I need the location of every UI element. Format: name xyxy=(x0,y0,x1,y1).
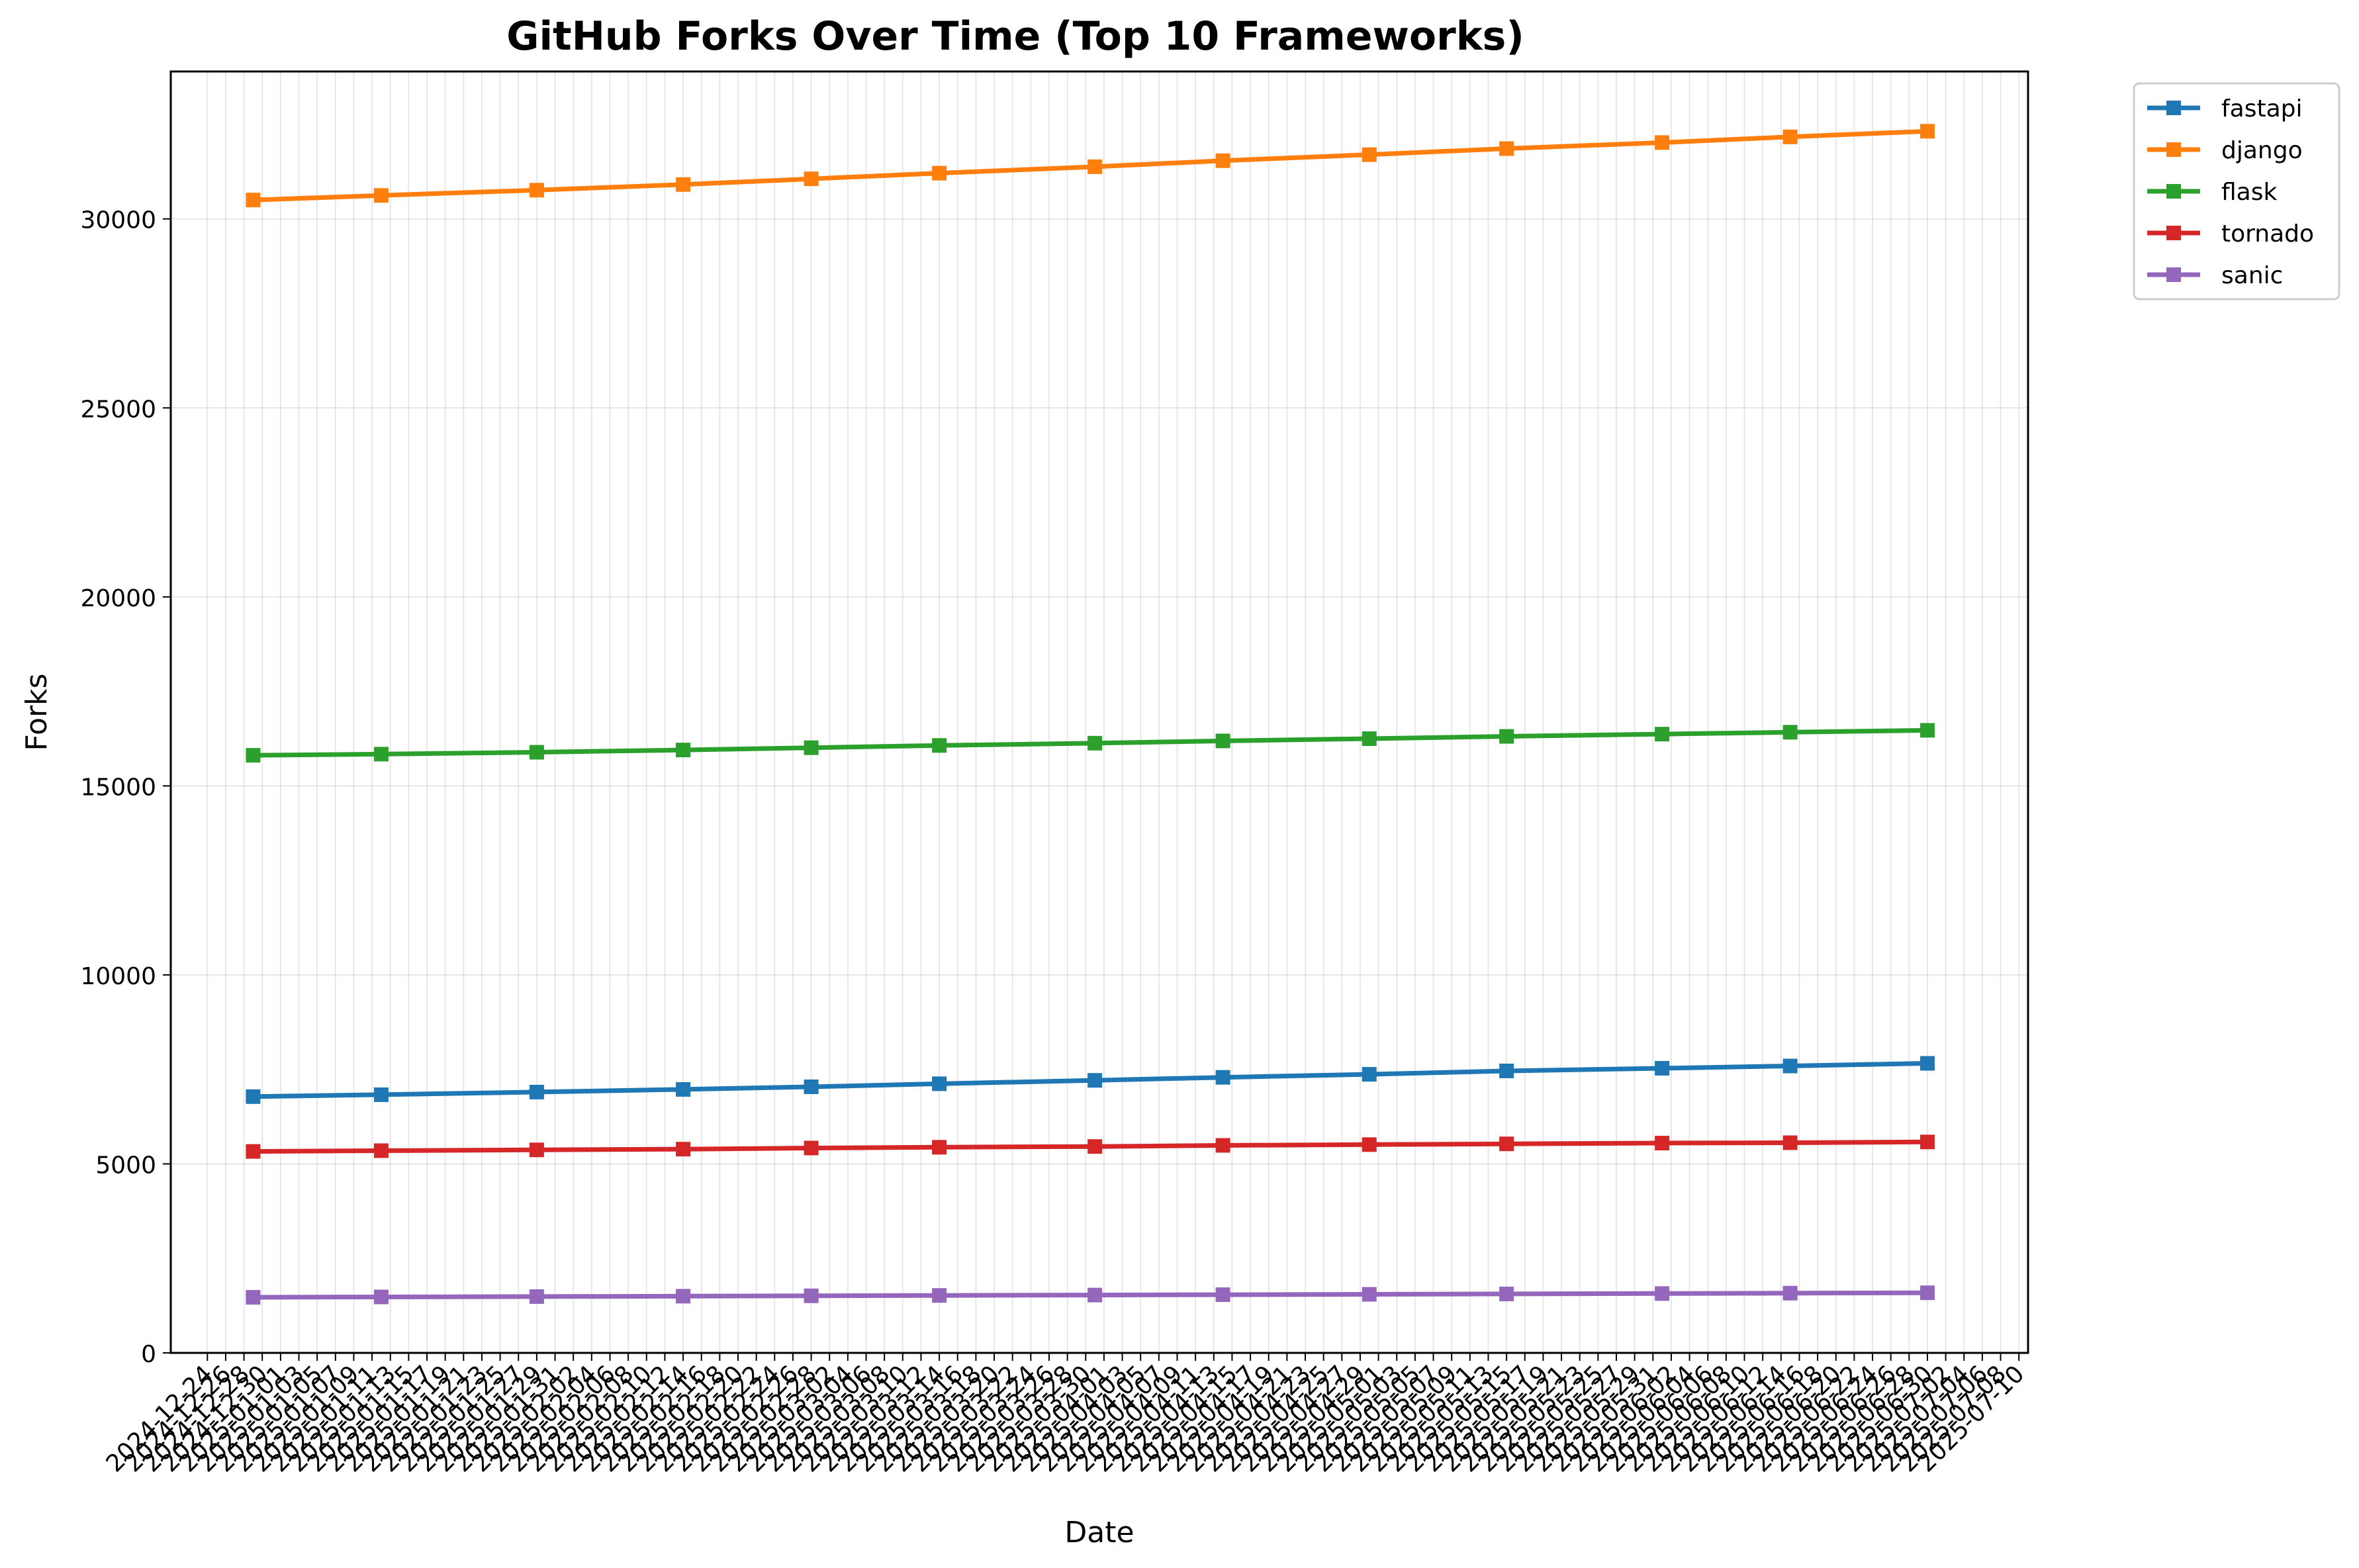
data-point-sanic xyxy=(1087,1287,1103,1303)
data-point-django xyxy=(804,171,819,187)
data-point-sanic xyxy=(246,1290,261,1305)
data-point-sanic xyxy=(1655,1286,1670,1301)
data-point-fastapi xyxy=(1655,1060,1670,1076)
data-point-fastapi xyxy=(1087,1073,1103,1088)
data-point-tornado xyxy=(529,1142,544,1158)
legend: fastapi django flask tornado sanic xyxy=(2133,82,2340,300)
chart-title: GitHub Forks Over Time (Top 10 Framework… xyxy=(506,13,1524,60)
legend-swatch-marker xyxy=(2166,184,2181,199)
legend-label: tornado xyxy=(2221,220,2314,248)
data-point-django xyxy=(246,193,261,208)
plot-area xyxy=(171,71,2028,1353)
data-point-django xyxy=(1655,135,1670,150)
data-point-django xyxy=(676,177,691,192)
y-tick-label: 10000 xyxy=(80,963,156,990)
data-point-tornado xyxy=(373,1143,389,1158)
x-axis-label: Date xyxy=(1064,1516,1134,1549)
y-tick-label: 15000 xyxy=(80,774,156,801)
data-point-fastapi xyxy=(932,1076,947,1091)
legend-label: sanic xyxy=(2221,262,2283,289)
data-point-flask xyxy=(246,748,261,763)
data-point-fastapi xyxy=(1782,1058,1798,1074)
data-point-sanic xyxy=(1782,1285,1798,1301)
data-point-flask xyxy=(1087,735,1103,751)
data-point-fastapi xyxy=(1362,1067,1377,1082)
data-point-sanic xyxy=(373,1289,389,1305)
data-point-flask xyxy=(804,740,819,755)
data-point-flask xyxy=(529,745,544,760)
legend-frame xyxy=(2133,82,2340,300)
legend-label: fastapi xyxy=(2221,95,2303,122)
plot-frame xyxy=(169,70,2029,1354)
data-point-sanic xyxy=(1215,1287,1230,1303)
data-point-django xyxy=(1782,129,1798,144)
data-point-tornado xyxy=(1655,1136,1670,1151)
data-point-tornado xyxy=(1920,1134,1935,1150)
y-tick-label: 25000 xyxy=(80,396,156,423)
data-point-sanic xyxy=(1920,1285,1935,1301)
data-point-flask xyxy=(1215,733,1230,749)
legend-swatch-marker xyxy=(2166,267,2181,282)
data-point-django xyxy=(1499,141,1514,156)
data-point-tornado xyxy=(1782,1135,1798,1150)
data-point-sanic xyxy=(1499,1286,1514,1301)
data-point-django xyxy=(1920,124,1935,139)
data-point-tornado xyxy=(676,1142,691,1157)
axes: 0500010000150002000025000300002024-12-24… xyxy=(80,207,2029,1478)
data-point-tornado xyxy=(932,1140,947,1155)
y-axis-label: Forks xyxy=(20,673,54,751)
data-point-tornado xyxy=(804,1140,819,1156)
data-point-fastapi xyxy=(804,1079,819,1094)
data-point-tornado xyxy=(1087,1139,1103,1154)
data-point-flask xyxy=(1499,729,1514,744)
data-point-fastapi xyxy=(1920,1056,1935,1071)
data-point-flask xyxy=(676,743,691,758)
data-point-sanic xyxy=(676,1289,691,1304)
data-point-flask xyxy=(1655,727,1670,742)
data-point-django xyxy=(1362,147,1377,162)
data-point-fastapi xyxy=(1215,1070,1230,1085)
legend-swatch-marker xyxy=(2166,142,2181,157)
series-layer xyxy=(246,124,1935,1305)
y-tick-label: 0 xyxy=(141,1341,156,1368)
data-point-django xyxy=(1215,153,1230,168)
y-tick-label: 30000 xyxy=(80,207,156,234)
grid-lines xyxy=(171,71,2028,1354)
data-point-tornado xyxy=(1215,1138,1230,1153)
data-point-sanic xyxy=(1362,1287,1377,1302)
data-point-fastapi xyxy=(529,1084,544,1099)
data-point-flask xyxy=(1920,723,1935,738)
data-point-django xyxy=(932,165,947,181)
y-tick-label: 20000 xyxy=(80,585,156,612)
data-point-sanic xyxy=(932,1288,947,1303)
data-point-django xyxy=(529,183,544,198)
data-point-django xyxy=(373,188,389,203)
data-point-tornado xyxy=(1362,1137,1377,1152)
legend-label: flask xyxy=(2221,179,2277,206)
y-tick-label: 5000 xyxy=(95,1152,156,1179)
legend-label: django xyxy=(2221,137,2303,164)
data-point-flask xyxy=(1782,725,1798,740)
data-point-django xyxy=(1087,159,1103,174)
data-point-tornado xyxy=(246,1144,261,1159)
data-point-flask xyxy=(373,747,389,762)
data-point-flask xyxy=(1362,731,1377,746)
data-point-fastapi xyxy=(1499,1063,1514,1078)
legend-swatch-marker xyxy=(2166,226,2181,240)
data-point-sanic xyxy=(804,1288,819,1303)
data-point-fastapi xyxy=(373,1087,389,1102)
data-point-fastapi xyxy=(676,1082,691,1097)
data-point-flask xyxy=(932,738,947,753)
data-point-sanic xyxy=(529,1289,544,1304)
data-point-tornado xyxy=(1499,1136,1514,1152)
legend-swatch-marker xyxy=(2166,101,2181,115)
data-point-fastapi xyxy=(246,1089,261,1104)
